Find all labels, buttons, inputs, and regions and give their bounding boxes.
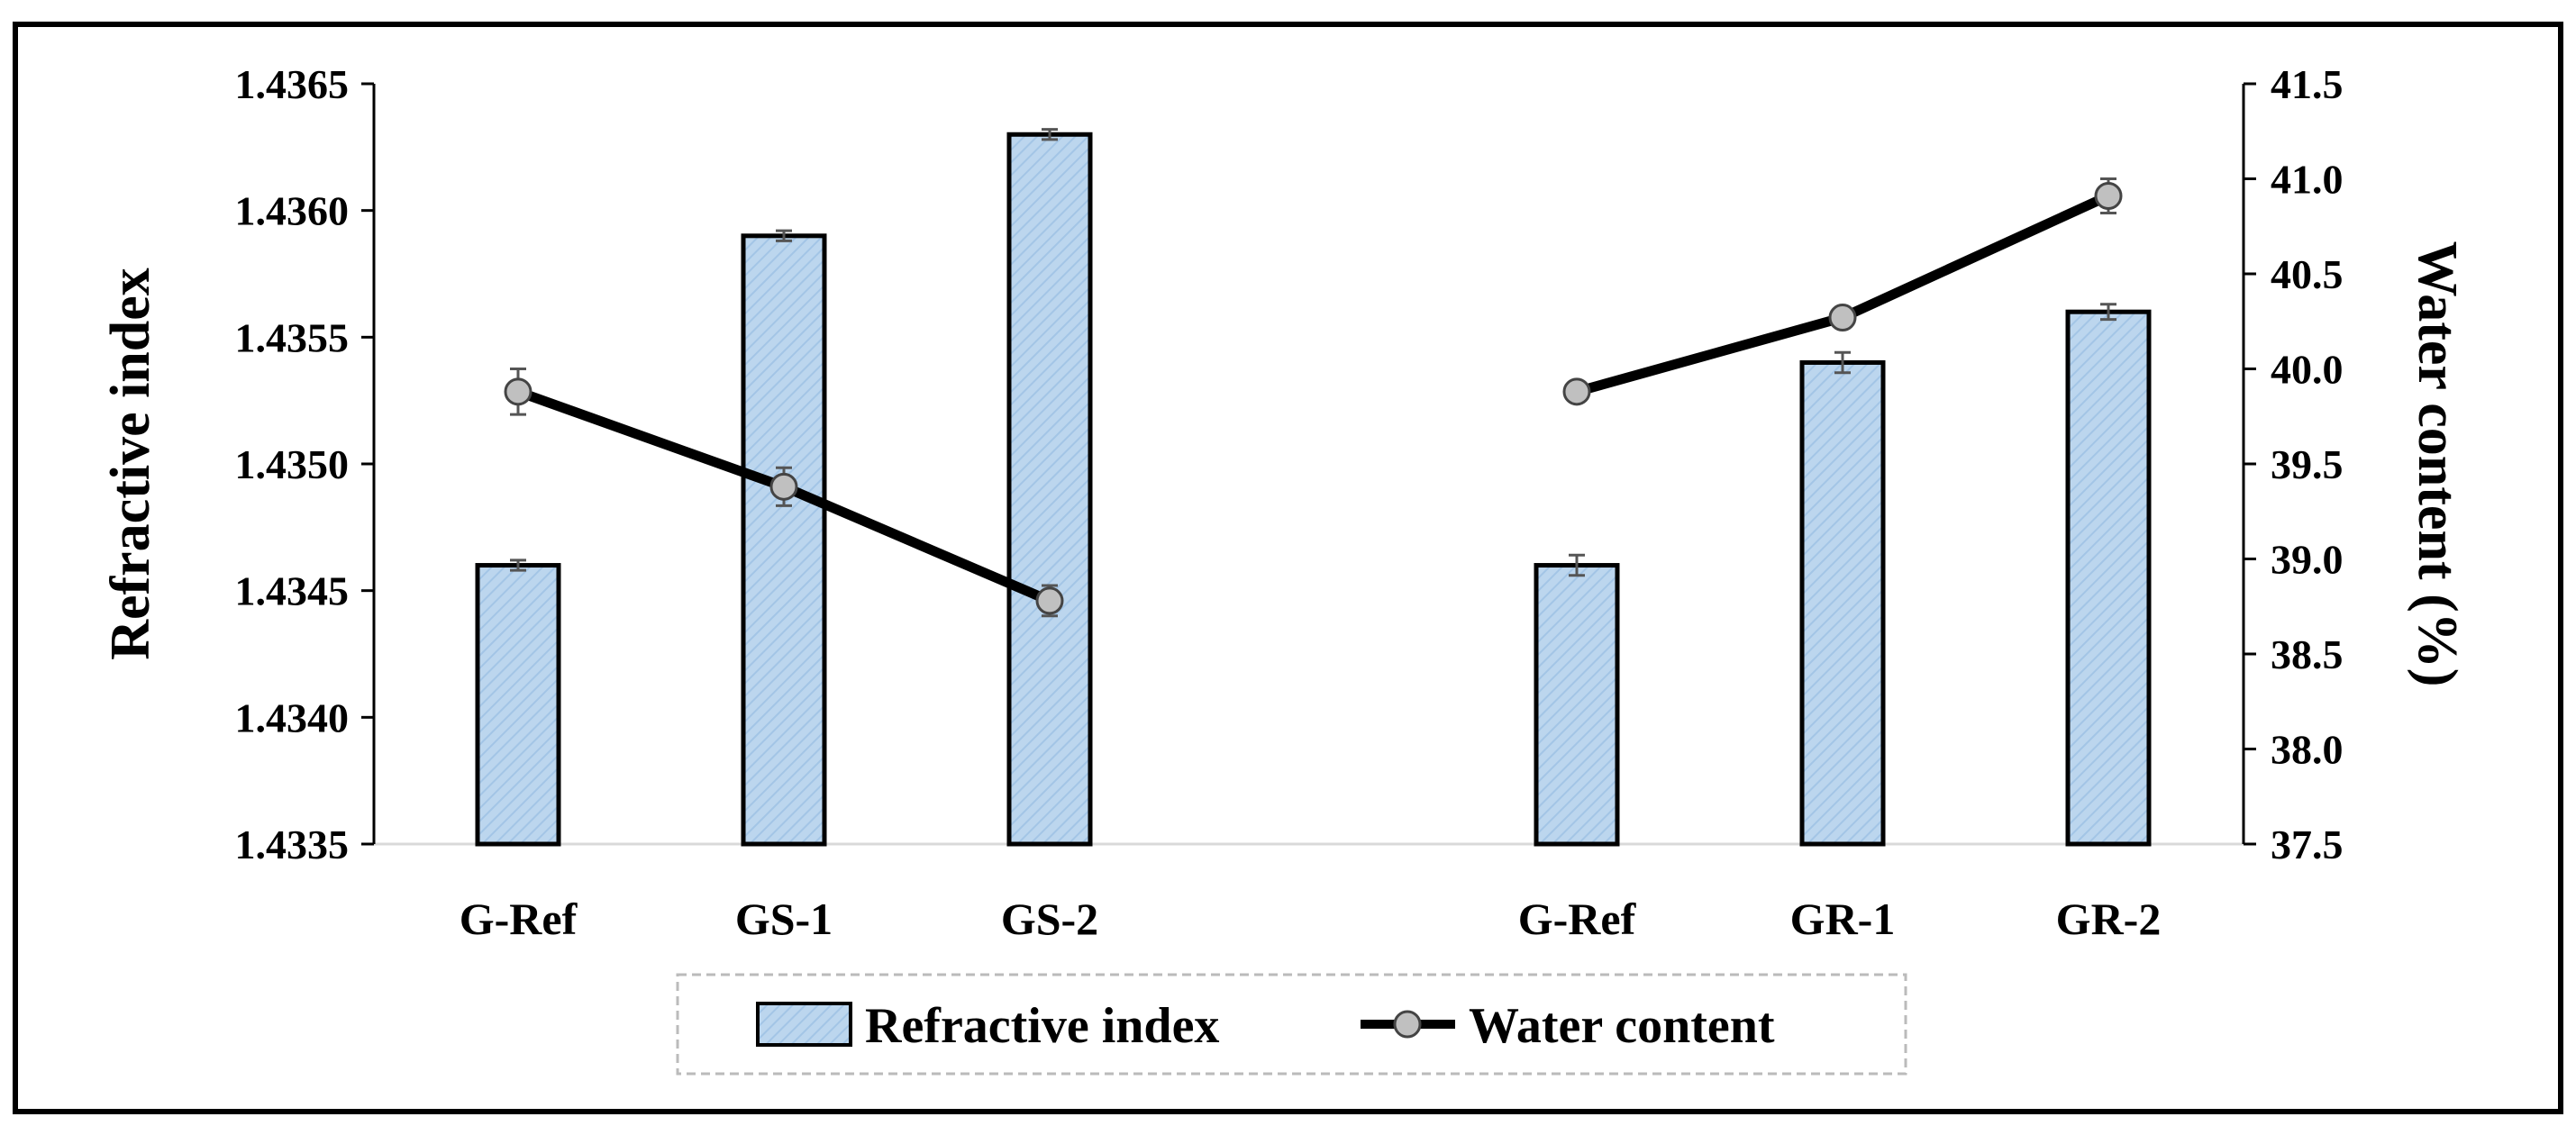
labels-layer: 1.4335 1.4340 1.4345 1.4350 1.4355 1.4360 1.43… <box>100 61 2468 944</box>
bar-refractive-index <box>2065 309 2152 847</box>
y-right-tick-label: 39.5 <box>2271 441 2344 487</box>
legend: Refractive index Water content <box>676 973 1907 1076</box>
y-left-tick-label: 1.4340 <box>235 695 350 740</box>
y-right-tick-label: 40.0 <box>2271 347 2344 393</box>
bar-refractive-index <box>1534 563 1620 847</box>
y-right-tick-label: 38.0 <box>2271 727 2344 773</box>
water-content-point <box>769 472 798 501</box>
y-right-axis-title: Water content (%) <box>2407 241 2468 687</box>
bar-refractive-index <box>1006 132 1093 847</box>
y-left-tick-label: 1.4355 <box>235 314 350 360</box>
y-right-tick-label: 40.5 <box>2271 251 2344 297</box>
x-category-label: GS-1 <box>735 894 833 944</box>
water-content-point <box>1562 377 1591 406</box>
bar-refractive-index <box>475 563 561 847</box>
y-right-tick-label: 41.0 <box>2271 157 2344 203</box>
x-category-label: GR-1 <box>1790 894 1896 944</box>
bar-refractive-index <box>1799 359 1886 847</box>
y-right-tick-label: 39.0 <box>2271 537 2344 583</box>
y-right-tick-label: 38.5 <box>2271 631 2344 677</box>
legend-label-refractive-index: Refractive index <box>865 998 1219 1054</box>
bars-layer <box>475 128 2152 847</box>
legend-label-water-content: Water content <box>1469 998 1775 1054</box>
legend-bar-swatch <box>756 1002 852 1047</box>
legend-line-marker <box>1393 1010 1422 1039</box>
y-left-tick-label: 1.4360 <box>235 188 350 234</box>
x-category-label: GR-2 <box>2056 894 2162 944</box>
legend-border <box>676 973 1907 1076</box>
axes-layer <box>361 82 2256 846</box>
y-right-tick-label: 37.5 <box>2271 822 2344 867</box>
y-left-tick-label: 1.4365 <box>235 61 350 107</box>
y-left-tick-label: 1.4350 <box>235 441 350 487</box>
water-content-point <box>504 377 532 406</box>
y-left-axis-title: Refractive index <box>100 268 161 660</box>
chart-frame <box>13 22 2563 1114</box>
water-content-point <box>1035 586 1064 615</box>
x-category-label: GS-2 <box>1001 894 1098 944</box>
y-left-tick-label: 1.4345 <box>235 568 350 614</box>
bar-refractive-index <box>741 233 827 847</box>
water-content-point <box>1828 304 1857 332</box>
water-content-point <box>2094 181 2123 210</box>
line-layer <box>504 177 2123 618</box>
x-category-label: G-Ref <box>1518 894 1637 944</box>
y-left-tick-label: 1.4335 <box>235 822 350 867</box>
x-category-label: G-Ref <box>460 894 578 944</box>
y-right-tick-label: 41.5 <box>2271 61 2344 107</box>
